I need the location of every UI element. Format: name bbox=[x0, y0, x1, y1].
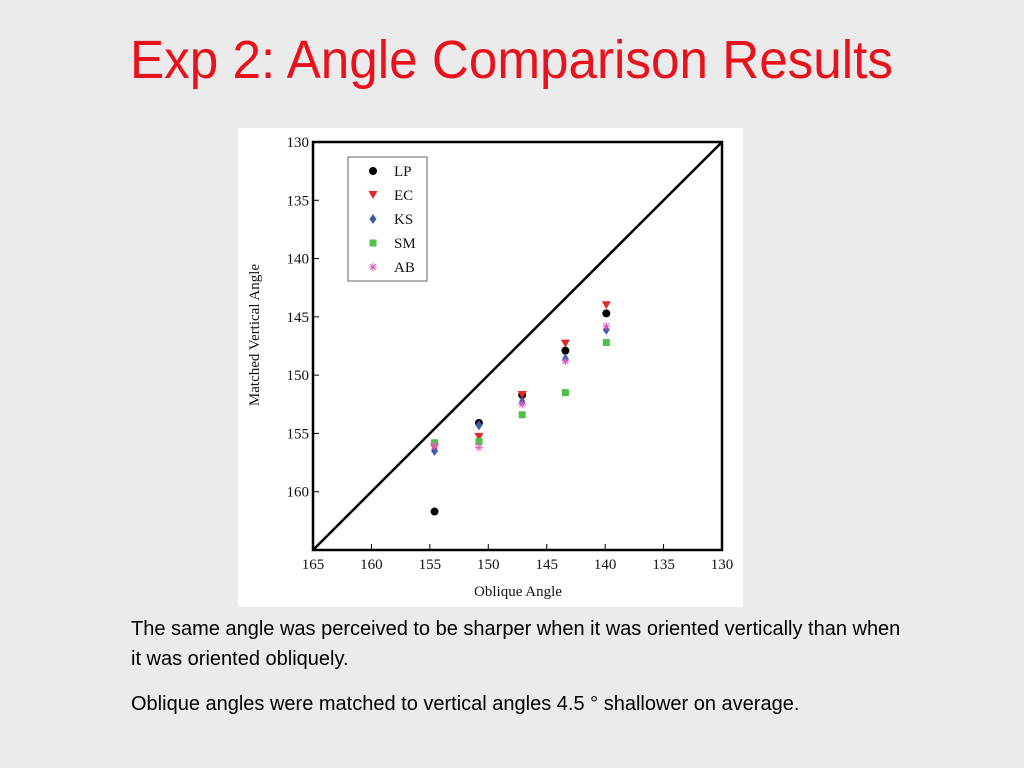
identity-line bbox=[312, 141, 723, 551]
plot-frame bbox=[311, 140, 724, 552]
slide-title: Exp 2: Angle Comparison Results bbox=[130, 30, 893, 90]
point bbox=[601, 301, 611, 310]
point bbox=[430, 442, 439, 451]
x-tick-label: 130 bbox=[711, 557, 734, 573]
point bbox=[560, 339, 570, 348]
x-tick-label: 145 bbox=[535, 557, 558, 573]
x-tick-label: 160 bbox=[360, 557, 383, 573]
paragraph: Oblique angles were matched to vertical … bbox=[131, 693, 800, 715]
point bbox=[602, 309, 611, 318]
asterisk-stroke bbox=[518, 400, 526, 408]
asterisk-stroke bbox=[602, 322, 610, 330]
point bbox=[475, 438, 483, 446]
legend-label: EC bbox=[394, 188, 413, 204]
point bbox=[602, 339, 610, 347]
point bbox=[518, 411, 526, 419]
x-tick-label: 140 bbox=[594, 557, 617, 573]
point bbox=[430, 507, 439, 516]
asterisk-stroke bbox=[475, 444, 483, 451]
point bbox=[368, 191, 378, 199]
y-tick-label: 150 bbox=[287, 368, 310, 384]
point bbox=[518, 400, 527, 409]
paragraph: The same angle was perceived to be sharp… bbox=[131, 618, 901, 670]
point bbox=[369, 214, 377, 224]
point bbox=[475, 420, 483, 431]
legend-label: LP bbox=[394, 164, 412, 180]
y-axis-label: Matched Vertical Angle bbox=[247, 264, 263, 407]
point bbox=[474, 432, 484, 441]
y-tick-label: 130 bbox=[287, 135, 310, 151]
point bbox=[369, 263, 377, 271]
x-tick-label: 165 bbox=[302, 557, 325, 573]
y-tick-label: 145 bbox=[287, 310, 310, 326]
x-tick-label: 155 bbox=[419, 557, 442, 573]
point bbox=[369, 167, 377, 175]
y-tick-label: 140 bbox=[287, 252, 310, 268]
chart-background bbox=[238, 128, 743, 607]
legend-label: AB bbox=[394, 260, 415, 276]
x-tick-label: 150 bbox=[477, 557, 500, 573]
y-tick-label: 135 bbox=[287, 193, 310, 209]
asterisk-stroke bbox=[562, 357, 569, 365]
point bbox=[602, 322, 611, 331]
point bbox=[561, 357, 570, 366]
x-tick-label: 135 bbox=[652, 557, 675, 573]
point bbox=[561, 389, 569, 397]
y-tick-label: 155 bbox=[287, 426, 310, 442]
point bbox=[561, 346, 570, 355]
asterisk-stroke bbox=[369, 263, 377, 271]
point bbox=[517, 390, 527, 399]
legend-label: SM bbox=[394, 236, 416, 252]
y-tick-label: 160 bbox=[287, 485, 310, 501]
point bbox=[474, 443, 483, 452]
x-axis-label: Oblique Angle bbox=[474, 584, 562, 600]
point bbox=[369, 239, 377, 247]
legend-box bbox=[347, 156, 428, 282]
legend-label: KS bbox=[394, 212, 413, 228]
asterisk-stroke bbox=[431, 442, 438, 450]
